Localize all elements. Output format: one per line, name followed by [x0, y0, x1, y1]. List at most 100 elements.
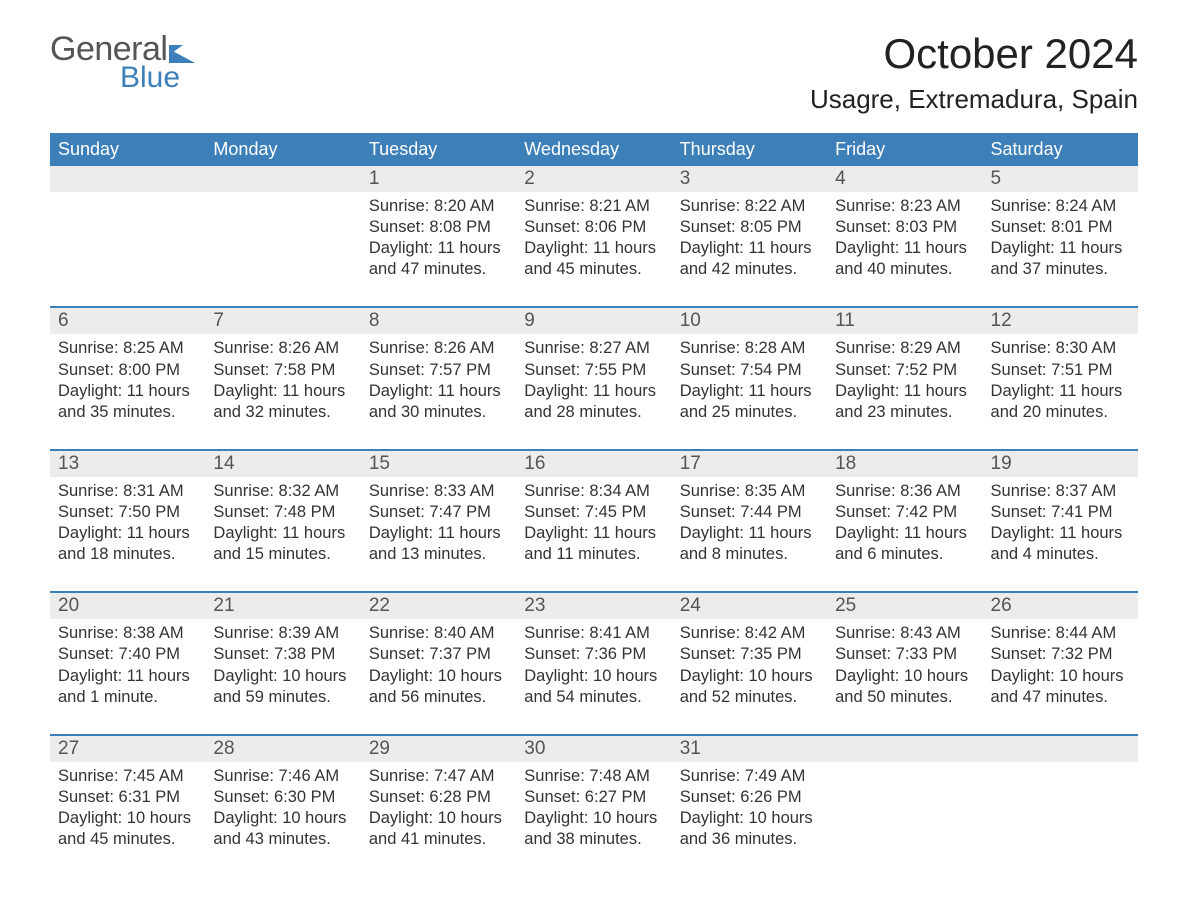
day-number: 13 [50, 451, 205, 477]
day-content-cell: Sunrise: 8:29 AM Sunset: 7:52 PM Dayligh… [827, 334, 982, 449]
day-content: Sunrise: 8:37 AM Sunset: 7:41 PM Dayligh… [983, 477, 1138, 591]
logo: General Blue [50, 30, 195, 95]
day-content: Sunrise: 8:27 AM Sunset: 7:55 PM Dayligh… [516, 334, 671, 448]
day-number: 20 [50, 593, 205, 619]
day-number: 4 [827, 166, 982, 192]
day-content: Sunrise: 7:48 AM Sunset: 6:27 PM Dayligh… [516, 762, 671, 876]
day-content-cell: Sunrise: 8:23 AM Sunset: 8:03 PM Dayligh… [827, 192, 982, 307]
day-content: Sunrise: 8:39 AM Sunset: 7:38 PM Dayligh… [205, 619, 360, 733]
day-content: Sunrise: 8:20 AM Sunset: 8:08 PM Dayligh… [361, 192, 516, 306]
empty-daynum [50, 166, 205, 192]
day-number: 7 [205, 308, 360, 334]
content-row: Sunrise: 8:25 AM Sunset: 8:00 PM Dayligh… [50, 334, 1138, 449]
day-content: Sunrise: 8:26 AM Sunset: 7:58 PM Dayligh… [205, 334, 360, 448]
day-content: Sunrise: 8:23 AM Sunset: 8:03 PM Dayligh… [827, 192, 982, 306]
day-number: 3 [672, 166, 827, 192]
day-number: 5 [983, 166, 1138, 192]
day-number-cell: 3 [672, 166, 827, 192]
day-number-cell: 20 [50, 592, 205, 619]
day-content-cell: Sunrise: 8:36 AM Sunset: 7:42 PM Dayligh… [827, 477, 982, 592]
day-content: Sunrise: 8:24 AM Sunset: 8:01 PM Dayligh… [983, 192, 1138, 306]
day-number-cell: 23 [516, 592, 671, 619]
day-content-cell: Sunrise: 8:39 AM Sunset: 7:38 PM Dayligh… [205, 619, 360, 734]
day-content: Sunrise: 8:31 AM Sunset: 7:50 PM Dayligh… [50, 477, 205, 591]
day-content: Sunrise: 8:26 AM Sunset: 7:57 PM Dayligh… [361, 334, 516, 448]
day-content: Sunrise: 8:36 AM Sunset: 7:42 PM Dayligh… [827, 477, 982, 591]
day-number: 9 [516, 308, 671, 334]
day-content: Sunrise: 8:38 AM Sunset: 7:40 PM Dayligh… [50, 619, 205, 733]
day-content: Sunrise: 8:32 AM Sunset: 7:48 PM Dayligh… [205, 477, 360, 591]
empty-daycell [983, 762, 1138, 876]
day-number: 19 [983, 451, 1138, 477]
day-content-cell: Sunrise: 7:45 AM Sunset: 6:31 PM Dayligh… [50, 762, 205, 876]
day-number-cell: 12 [983, 307, 1138, 334]
day-number-cell: 7 [205, 307, 360, 334]
weekday-header-row: SundayMondayTuesdayWednesdayThursdayFrid… [50, 133, 1138, 166]
daynum-row: 20212223242526 [50, 592, 1138, 619]
day-content: Sunrise: 7:45 AM Sunset: 6:31 PM Dayligh… [50, 762, 205, 876]
day-content-cell: Sunrise: 8:22 AM Sunset: 8:05 PM Dayligh… [672, 192, 827, 307]
location-subtitle: Usagre, Extremadura, Spain [810, 84, 1138, 115]
weekday-header: Tuesday [361, 133, 516, 166]
day-number-cell: 13 [50, 450, 205, 477]
daynum-row: 12345 [50, 166, 1138, 192]
daynum-row: 6789101112 [50, 307, 1138, 334]
day-number: 15 [361, 451, 516, 477]
day-content-cell: Sunrise: 8:35 AM Sunset: 7:44 PM Dayligh… [672, 477, 827, 592]
day-content-cell: Sunrise: 7:49 AM Sunset: 6:26 PM Dayligh… [672, 762, 827, 876]
day-number: 8 [361, 308, 516, 334]
page-header: General Blue October 2024 Usagre, Extrem… [50, 30, 1138, 115]
day-content-cell: Sunrise: 8:37 AM Sunset: 7:41 PM Dayligh… [983, 477, 1138, 592]
empty-daynum [205, 166, 360, 192]
day-number-cell: 21 [205, 592, 360, 619]
day-number-cell: 27 [50, 735, 205, 762]
day-number: 11 [827, 308, 982, 334]
day-number: 26 [983, 593, 1138, 619]
day-content: Sunrise: 8:30 AM Sunset: 7:51 PM Dayligh… [983, 334, 1138, 448]
day-number-cell: 10 [672, 307, 827, 334]
day-content-cell: Sunrise: 8:44 AM Sunset: 7:32 PM Dayligh… [983, 619, 1138, 734]
day-number: 29 [361, 736, 516, 762]
day-number: 18 [827, 451, 982, 477]
day-content-cell: Sunrise: 7:48 AM Sunset: 6:27 PM Dayligh… [516, 762, 671, 876]
day-number-cell: 24 [672, 592, 827, 619]
day-content: Sunrise: 8:42 AM Sunset: 7:35 PM Dayligh… [672, 619, 827, 733]
day-number-cell: 29 [361, 735, 516, 762]
day-number-cell: 8 [361, 307, 516, 334]
day-number-cell: 25 [827, 592, 982, 619]
day-number-cell: 11 [827, 307, 982, 334]
day-number-cell: 17 [672, 450, 827, 477]
empty-daycell [50, 192, 205, 307]
day-content: Sunrise: 8:28 AM Sunset: 7:54 PM Dayligh… [672, 334, 827, 448]
day-content-cell: Sunrise: 8:20 AM Sunset: 8:08 PM Dayligh… [361, 192, 516, 307]
day-content: Sunrise: 8:33 AM Sunset: 7:47 PM Dayligh… [361, 477, 516, 591]
day-content-cell: Sunrise: 8:43 AM Sunset: 7:33 PM Dayligh… [827, 619, 982, 734]
day-number-cell: 14 [205, 450, 360, 477]
day-content-cell: Sunrise: 8:28 AM Sunset: 7:54 PM Dayligh… [672, 334, 827, 449]
day-number-cell: 15 [361, 450, 516, 477]
weekday-header: Thursday [672, 133, 827, 166]
weekday-header: Saturday [983, 133, 1138, 166]
day-content: Sunrise: 8:34 AM Sunset: 7:45 PM Dayligh… [516, 477, 671, 591]
day-number-cell: 5 [983, 166, 1138, 192]
day-content-cell: Sunrise: 8:24 AM Sunset: 8:01 PM Dayligh… [983, 192, 1138, 307]
day-content-cell: Sunrise: 8:26 AM Sunset: 7:58 PM Dayligh… [205, 334, 360, 449]
day-content-cell: Sunrise: 8:21 AM Sunset: 8:06 PM Dayligh… [516, 192, 671, 307]
day-number-cell: 4 [827, 166, 982, 192]
day-number-cell: 22 [361, 592, 516, 619]
day-number: 23 [516, 593, 671, 619]
daynum-row: 13141516171819 [50, 450, 1138, 477]
day-content-cell: Sunrise: 8:38 AM Sunset: 7:40 PM Dayligh… [50, 619, 205, 734]
day-number-cell: 30 [516, 735, 671, 762]
day-content-cell: Sunrise: 8:31 AM Sunset: 7:50 PM Dayligh… [50, 477, 205, 592]
day-content: Sunrise: 7:46 AM Sunset: 6:30 PM Dayligh… [205, 762, 360, 876]
day-number-cell: 6 [50, 307, 205, 334]
content-row: Sunrise: 7:45 AM Sunset: 6:31 PM Dayligh… [50, 762, 1138, 876]
day-content-cell: Sunrise: 7:46 AM Sunset: 6:30 PM Dayligh… [205, 762, 360, 876]
day-content: Sunrise: 8:22 AM Sunset: 8:05 PM Dayligh… [672, 192, 827, 306]
day-content: Sunrise: 7:47 AM Sunset: 6:28 PM Dayligh… [361, 762, 516, 876]
day-number: 2 [516, 166, 671, 192]
day-number: 28 [205, 736, 360, 762]
day-content-cell: Sunrise: 8:25 AM Sunset: 8:00 PM Dayligh… [50, 334, 205, 449]
weekday-header: Monday [205, 133, 360, 166]
